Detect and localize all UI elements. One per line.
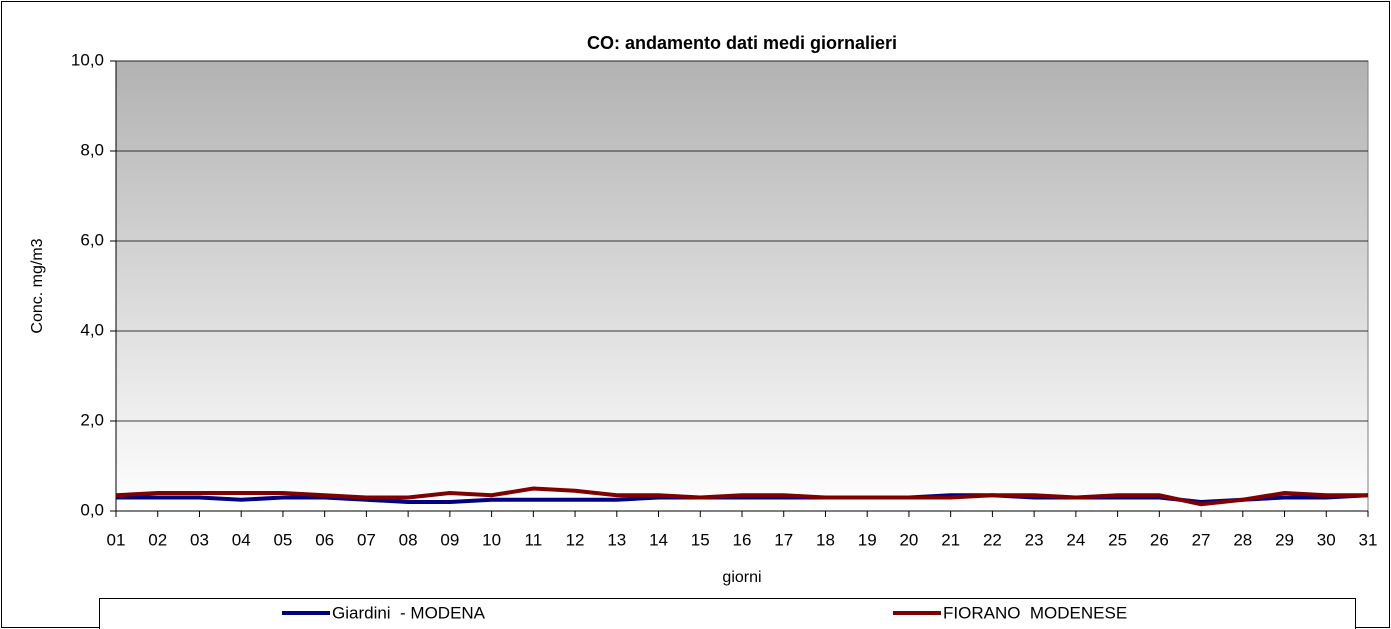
x-tick-label: 14 <box>649 530 668 549</box>
x-tick-label: 17 <box>774 530 793 549</box>
x-tick-label: 15 <box>691 530 710 549</box>
x-axis-title: giorni <box>722 569 761 586</box>
x-tick-label: 08 <box>399 530 418 549</box>
y-tick-label: 10,0 <box>71 50 104 69</box>
y-axis-title: Conc. mg/m3 <box>29 238 46 333</box>
series-line <box>115 486 1368 507</box>
x-tick-label: 06 <box>315 530 334 549</box>
x-tick-label: 01 <box>107 530 126 549</box>
x-tick-label: 16 <box>733 530 752 549</box>
x-tick-label: 09 <box>440 530 459 549</box>
x-tick-label: 27 <box>1192 530 1211 549</box>
y-tick-label: 0,0 <box>80 500 104 519</box>
x-tick-label: 21 <box>941 530 960 549</box>
plot-area <box>115 60 1369 512</box>
x-tick-label: 10 <box>482 530 501 549</box>
y-tick-label: 4,0 <box>80 320 104 339</box>
x-tick-label: 07 <box>357 530 376 549</box>
chart-title: CO: andamento dati medi giornalieri <box>587 33 897 53</box>
x-tick-label: 28 <box>1233 530 1252 549</box>
x-tick-label: 02 <box>148 530 167 549</box>
x-tick-label: 23 <box>1025 530 1044 549</box>
x-tick-label: 12 <box>566 530 585 549</box>
y-tick-label: 8,0 <box>80 140 104 159</box>
x-tick-label: 18 <box>816 530 835 549</box>
x-tick-label: 11 <box>525 530 543 549</box>
x-tick-label: 22 <box>983 530 1002 549</box>
x-tick-label: 29 <box>1275 530 1294 549</box>
x-tick-label: 31 <box>1359 530 1378 549</box>
y-tick-label: 2,0 <box>80 410 104 429</box>
x-tick-label: 30 <box>1317 530 1336 549</box>
x-tick-label: 20 <box>899 530 918 549</box>
y-tick-label: 6,0 <box>80 230 104 249</box>
x-tick-label: 19 <box>858 530 877 549</box>
x-tick-label: 13 <box>607 530 626 549</box>
x-tick-label: 03 <box>190 530 209 549</box>
x-tick-label: 26 <box>1150 530 1169 549</box>
x-tick-label: 05 <box>273 530 292 549</box>
legend-label: FIORANO MODENESE <box>943 603 1127 622</box>
series-line <box>116 493 1369 505</box>
x-tick-label: 04 <box>232 530 251 549</box>
legend-label: Giardini - MODENA <box>332 603 486 622</box>
x-tick-label: 25 <box>1108 530 1127 549</box>
x-tick-label: 24 <box>1066 530 1085 549</box>
